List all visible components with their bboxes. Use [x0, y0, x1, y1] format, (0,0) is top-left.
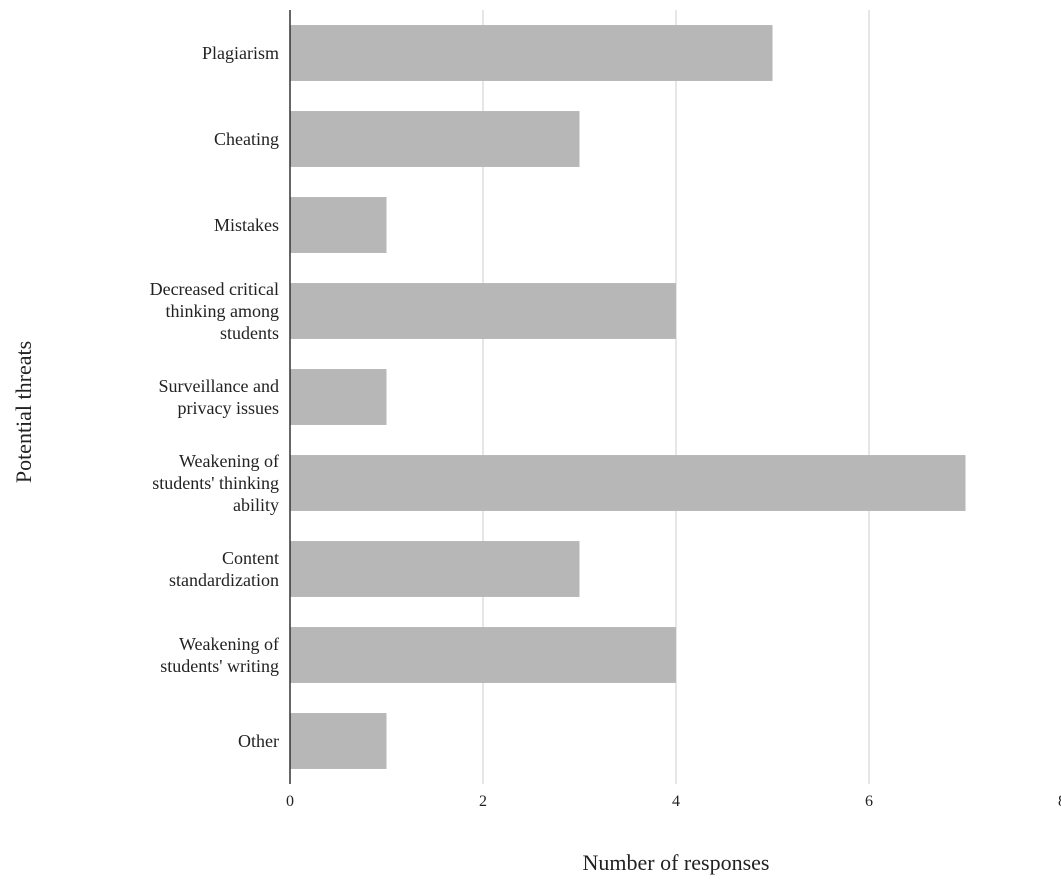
- bar-5: [290, 455, 966, 511]
- category-label-1: Cheating: [214, 129, 279, 149]
- category-label-3: Decreased critical thinking among students: [150, 279, 279, 343]
- bars: [290, 25, 966, 769]
- category-label-8: Other: [238, 731, 279, 751]
- bar-3: [290, 283, 676, 339]
- category-label-6: Content standardization: [169, 548, 279, 590]
- x-tick-label-4: 8: [1058, 793, 1061, 810]
- x-tick-label-1: 2: [479, 793, 487, 810]
- x-tick-label-0: 0: [286, 793, 294, 810]
- bar-0: [290, 25, 773, 81]
- bar-6: [290, 541, 580, 597]
- bar-2: [290, 197, 387, 253]
- bar-4: [290, 369, 387, 425]
- category-label-5: Weakening of students' thinking ability: [152, 451, 279, 515]
- bar-7: [290, 627, 676, 683]
- category-labels: Plagiarism Cheating Mistakes Decreased crit…: [150, 43, 279, 751]
- category-label-7: Weakening of students' writing: [160, 634, 279, 676]
- bar-1: [290, 111, 580, 167]
- bar-8: [290, 713, 387, 769]
- y-axis-title: Potential threats: [11, 341, 36, 483]
- category-label-2: Mistakes: [214, 215, 279, 235]
- x-tick-label-2: 4: [672, 793, 680, 810]
- x-axis-title: Number of responses: [583, 850, 770, 875]
- x-tick-label-3: 6: [865, 793, 873, 810]
- x-tick-labels: 0 2 4 6 8: [286, 793, 1061, 810]
- category-label-0: Plagiarism: [202, 43, 279, 63]
- category-label-4: Surveillance and privacy issues: [159, 376, 279, 418]
